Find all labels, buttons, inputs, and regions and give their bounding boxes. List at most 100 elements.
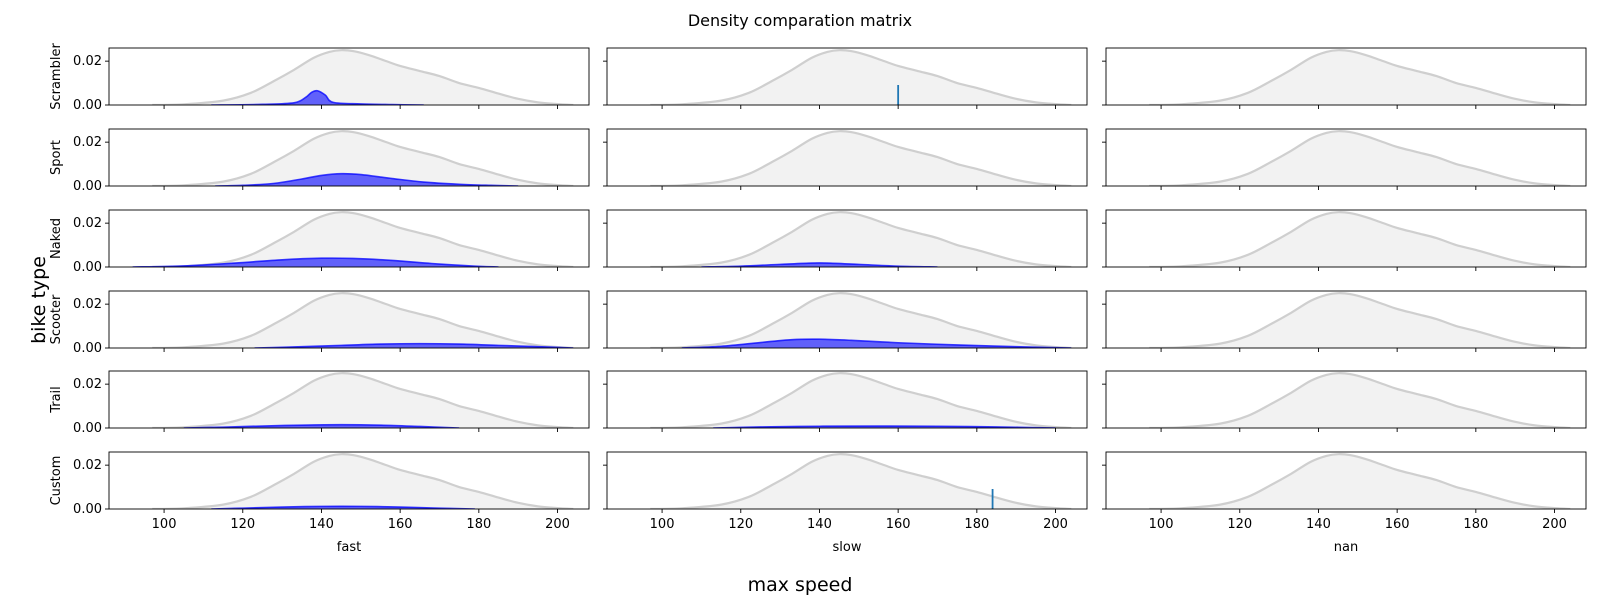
x-tick-label: 100: [650, 517, 675, 532]
background-density-fill: [152, 212, 574, 267]
panel-plot-area: [1149, 49, 1571, 105]
background-density-fill: [1149, 454, 1571, 509]
y-tick-label: 0.02: [73, 216, 102, 231]
background-density-fill: [152, 293, 574, 348]
x-tick-label: 120: [230, 517, 255, 532]
panel-frame: [1105, 451, 1587, 510]
background-density-line: [152, 453, 574, 509]
x-tick-label: 120: [1227, 517, 1252, 532]
background-density-line: [650, 453, 1072, 509]
background-density-line: [152, 292, 574, 348]
panel-plot-area: [152, 372, 574, 428]
panel-custom-slow: 100 120 140 160 180 200 slow: [603, 451, 1088, 555]
y-tick-label: 0.00: [73, 98, 102, 113]
panel-scooter-fast: 0.00 0.02 Scooter: [49, 290, 590, 356]
group-density-fill: [254, 343, 574, 348]
y-tick-label: 0.00: [73, 179, 102, 194]
group-density-line: [132, 257, 499, 267]
panel-scooter-slow: [603, 290, 1088, 352]
background-density-line: [152, 130, 574, 186]
panel-frame: [606, 128, 1088, 187]
x-tick-label: 160: [388, 517, 413, 532]
row-label: Custom: [49, 456, 64, 506]
row-label: Naked: [49, 218, 64, 259]
background-density-line: [152, 211, 574, 267]
row-label: Trail: [49, 386, 64, 414]
group-density-line: [211, 505, 475, 509]
panel-frame: [108, 128, 590, 187]
x-tick-label: 160: [1385, 517, 1410, 532]
panel-frame: [606, 209, 1088, 268]
background-density-fill: [152, 373, 574, 428]
x-tick-label: 140: [1306, 517, 1331, 532]
panel-frame: [1105, 47, 1587, 106]
group-density-line: [701, 262, 938, 267]
panel-plot-area: [650, 372, 1072, 428]
panel-frame: [108, 370, 590, 429]
panel-scrambler-slow: [603, 47, 1088, 109]
panel-plot-area: [650, 211, 1072, 267]
panel-plot-area: [650, 130, 1072, 186]
group-density-fill: [211, 506, 475, 509]
background-density-line: [1149, 292, 1571, 348]
group-density-fill: [132, 258, 499, 267]
x-tick-label: 180: [1463, 517, 1488, 532]
x-tick-label: 200: [545, 517, 570, 532]
panel-plot-area: [1149, 130, 1571, 186]
panel-plot-area: [152, 130, 574, 186]
x-tick-label: 100: [1149, 517, 1174, 532]
background-density-line: [650, 372, 1072, 428]
background-density-line: [152, 49, 574, 105]
background-density-fill: [1149, 50, 1571, 105]
panel-scrambler-nan: [1102, 47, 1587, 109]
figure-y-label: bike type: [28, 256, 50, 344]
x-tick-label: 200: [1043, 517, 1068, 532]
panel-plot-area: [650, 453, 1072, 509]
panel-naked-slow: [603, 209, 1088, 271]
y-tick-label: 0.02: [73, 377, 102, 392]
x-tick-label: 180: [964, 517, 989, 532]
y-tick-label: 0.00: [73, 341, 102, 356]
panel-frame: [108, 209, 590, 268]
background-density-fill: [650, 373, 1072, 428]
y-tick-label: 0.02: [73, 458, 102, 473]
group-density-line: [211, 89, 424, 105]
figure-title: Density comparation matrix: [688, 11, 912, 30]
panel-plot-area: [132, 211, 574, 267]
background-density-line: [1149, 372, 1571, 428]
background-density-fill: [1149, 212, 1571, 267]
panel-sport-nan: [1102, 128, 1587, 190]
panel-scrambler-fast: 0.00 0.02 Scrambler: [49, 43, 590, 113]
background-density-fill: [1149, 131, 1571, 186]
background-density-line: [1149, 49, 1571, 105]
background-density-line: [1149, 130, 1571, 186]
panel-plot-area: [152, 453, 574, 509]
y-tick-label: 0.02: [73, 135, 102, 150]
panel-frame: [108, 47, 590, 106]
panel-trail-fast: 0.00 0.02 Trail: [49, 370, 590, 436]
background-density-line: [650, 130, 1072, 186]
panel-custom-fast: 0.00 0.02 100 120 140 160 180 200 Custom fast: [49, 451, 590, 555]
column-label: slow: [833, 540, 862, 555]
row-label: Scooter: [49, 294, 64, 344]
panel-frame: [108, 451, 590, 510]
panel-plot-area: [650, 292, 1072, 348]
background-density-line: [650, 292, 1072, 348]
y-tick-label: 0.00: [73, 260, 102, 275]
panel-frame: [606, 47, 1088, 106]
figure-x-label: max speed: [748, 574, 853, 596]
panels-group: 0.00 0.02 Scrambler 0.00 0.02 Sport 0.00 0.02 Na…: [49, 43, 1587, 555]
panel-plot-area: [1149, 211, 1571, 267]
y-tick-label: 0.00: [73, 502, 102, 517]
background-density-fill: [1149, 373, 1571, 428]
panel-frame: [1105, 209, 1587, 268]
panel-naked-nan: [1102, 209, 1587, 271]
panel-plot-area: [1149, 453, 1571, 509]
y-tick-label: 0.02: [73, 297, 102, 312]
background-density-fill: [650, 131, 1072, 186]
row-label: Scrambler: [49, 43, 64, 110]
background-density-line: [152, 372, 574, 428]
background-density-fill: [1149, 293, 1571, 348]
